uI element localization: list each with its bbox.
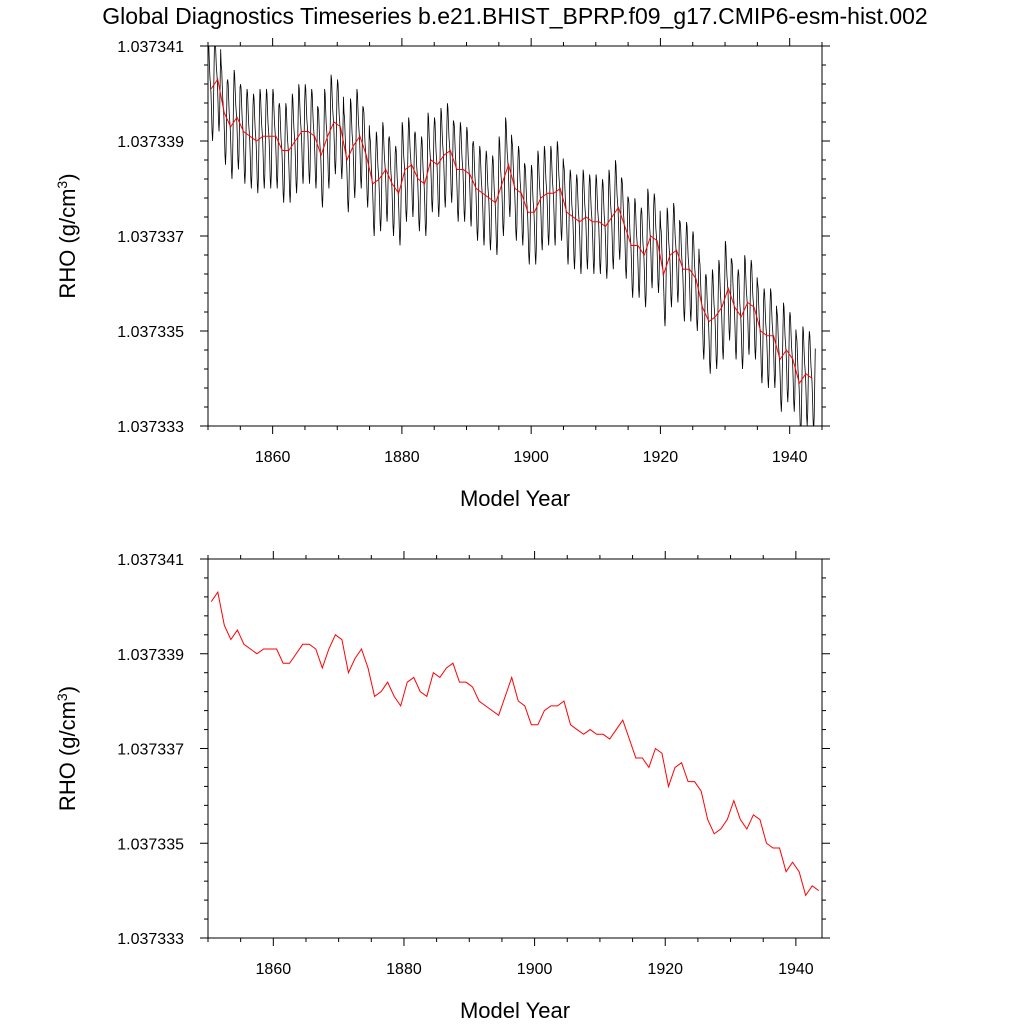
x-tick-label: 1860 xyxy=(256,961,292,978)
x-axis-label: Model Year xyxy=(460,998,570,1023)
y-tick-label: 1.037339 xyxy=(117,647,184,664)
annual-mean-rho-line xyxy=(210,77,813,385)
y-axis-label-text: RHO (g/cm xyxy=(55,701,80,811)
x-tick-label: 1900 xyxy=(513,449,549,466)
y-tick-label: 1.037335 xyxy=(117,836,184,853)
x-tick-label: 1880 xyxy=(386,961,422,978)
y-tick-label: 1.037333 xyxy=(117,931,184,948)
y-tick-label: 1.037337 xyxy=(117,742,184,759)
annual-mean-rho-line xyxy=(210,590,820,897)
plot-frame xyxy=(207,558,823,939)
x-tick-label: 1900 xyxy=(517,961,553,978)
y-axis-label-text: RHO (g/cm xyxy=(55,189,80,299)
x-tick-label: 1940 xyxy=(778,961,814,978)
x-tick-label: 1920 xyxy=(643,449,679,466)
figure-title: Global Diagnostics Timeseries b.e21.BHIS… xyxy=(102,3,927,29)
y-axis-label: RHO (g/cm3) xyxy=(54,173,80,298)
x-tick-label: 1920 xyxy=(647,961,683,978)
x-axis-label: Model Year xyxy=(460,486,570,511)
x-tick-label: 1860 xyxy=(255,449,291,466)
y-tick-label: 1.037333 xyxy=(117,419,184,436)
timeseries-panel-annual: 1860 1880 1900 1920 1940 1.037333 1.037335 1.03… xyxy=(54,551,830,1023)
monthly-rho-line xyxy=(208,46,816,426)
y-tick-label: 1.037341 xyxy=(117,552,184,569)
y-tick-label: 1.037339 xyxy=(117,134,184,151)
y-axis-label-superscript: 3 xyxy=(54,181,70,189)
y-axis-label: RHO (g/cm3) xyxy=(54,686,80,811)
y-axis-label-close: ) xyxy=(55,173,80,180)
y-tick-label: 1.037335 xyxy=(117,324,184,341)
y-tick-label: 1.037337 xyxy=(117,229,184,246)
x-tick-label: 1880 xyxy=(384,449,420,466)
x-tick-label: 1940 xyxy=(772,449,808,466)
timeseries-panel-monthly-and-annual: 1860 1880 1900 1920 1940 1.037333 1.037335 1.03… xyxy=(54,38,830,511)
y-axis-label-superscript: 3 xyxy=(54,693,70,701)
y-tick-label: 1.037341 xyxy=(117,39,184,56)
y-axis-label-close: ) xyxy=(55,686,80,693)
